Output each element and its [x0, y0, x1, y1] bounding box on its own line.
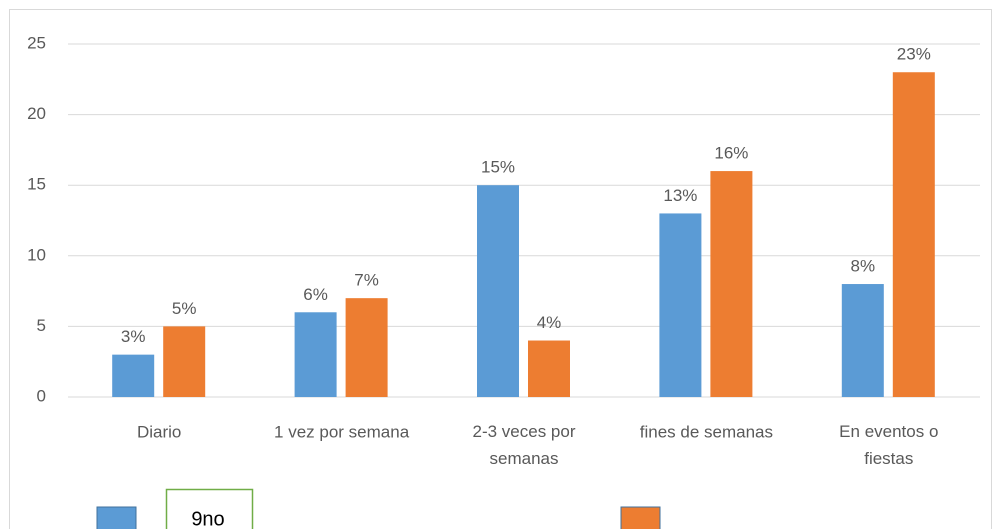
- y-tick-label: 0: [37, 386, 46, 405]
- x-tick-label: fines de semanas: [640, 422, 773, 441]
- bar: [892, 72, 935, 398]
- data-label: 5%: [172, 299, 197, 318]
- bar: [294, 312, 337, 397]
- bar: [710, 171, 753, 397]
- y-tick-label: 5: [37, 316, 46, 335]
- bar: [841, 284, 884, 397]
- legend-label-box: [165, 488, 254, 529]
- x-tick-label: 2-3 veces por semanas: [473, 422, 576, 468]
- bar: [345, 298, 388, 397]
- y-tick-label: 15: [27, 175, 46, 194]
- data-label: 7%: [354, 271, 379, 290]
- x-tick-label: Diario: [137, 422, 181, 441]
- bar: [163, 326, 206, 397]
- data-label: 6%: [303, 285, 328, 304]
- legend-swatch: [620, 506, 661, 529]
- y-tick-label: 10: [27, 245, 46, 264]
- data-label: 3%: [121, 327, 146, 346]
- legend-swatch: [96, 506, 137, 529]
- data-label: 8%: [851, 257, 876, 276]
- data-label: 23%: [897, 45, 931, 64]
- data-label: 16%: [714, 144, 748, 163]
- y-tick-label: 20: [27, 104, 46, 123]
- bar: [477, 185, 519, 397]
- bar: [659, 213, 702, 397]
- data-label: 13%: [663, 186, 697, 205]
- legend-label: 9no: [191, 508, 224, 529]
- x-tick-label: 1 vez por semana: [274, 422, 410, 441]
- bar: [528, 340, 570, 397]
- bar: [112, 354, 155, 397]
- y-tick-label: 25: [27, 33, 46, 52]
- data-label: 15%: [481, 158, 515, 177]
- x-tick-label: En eventos o fiestas: [839, 422, 938, 468]
- data-label: 4%: [537, 313, 562, 332]
